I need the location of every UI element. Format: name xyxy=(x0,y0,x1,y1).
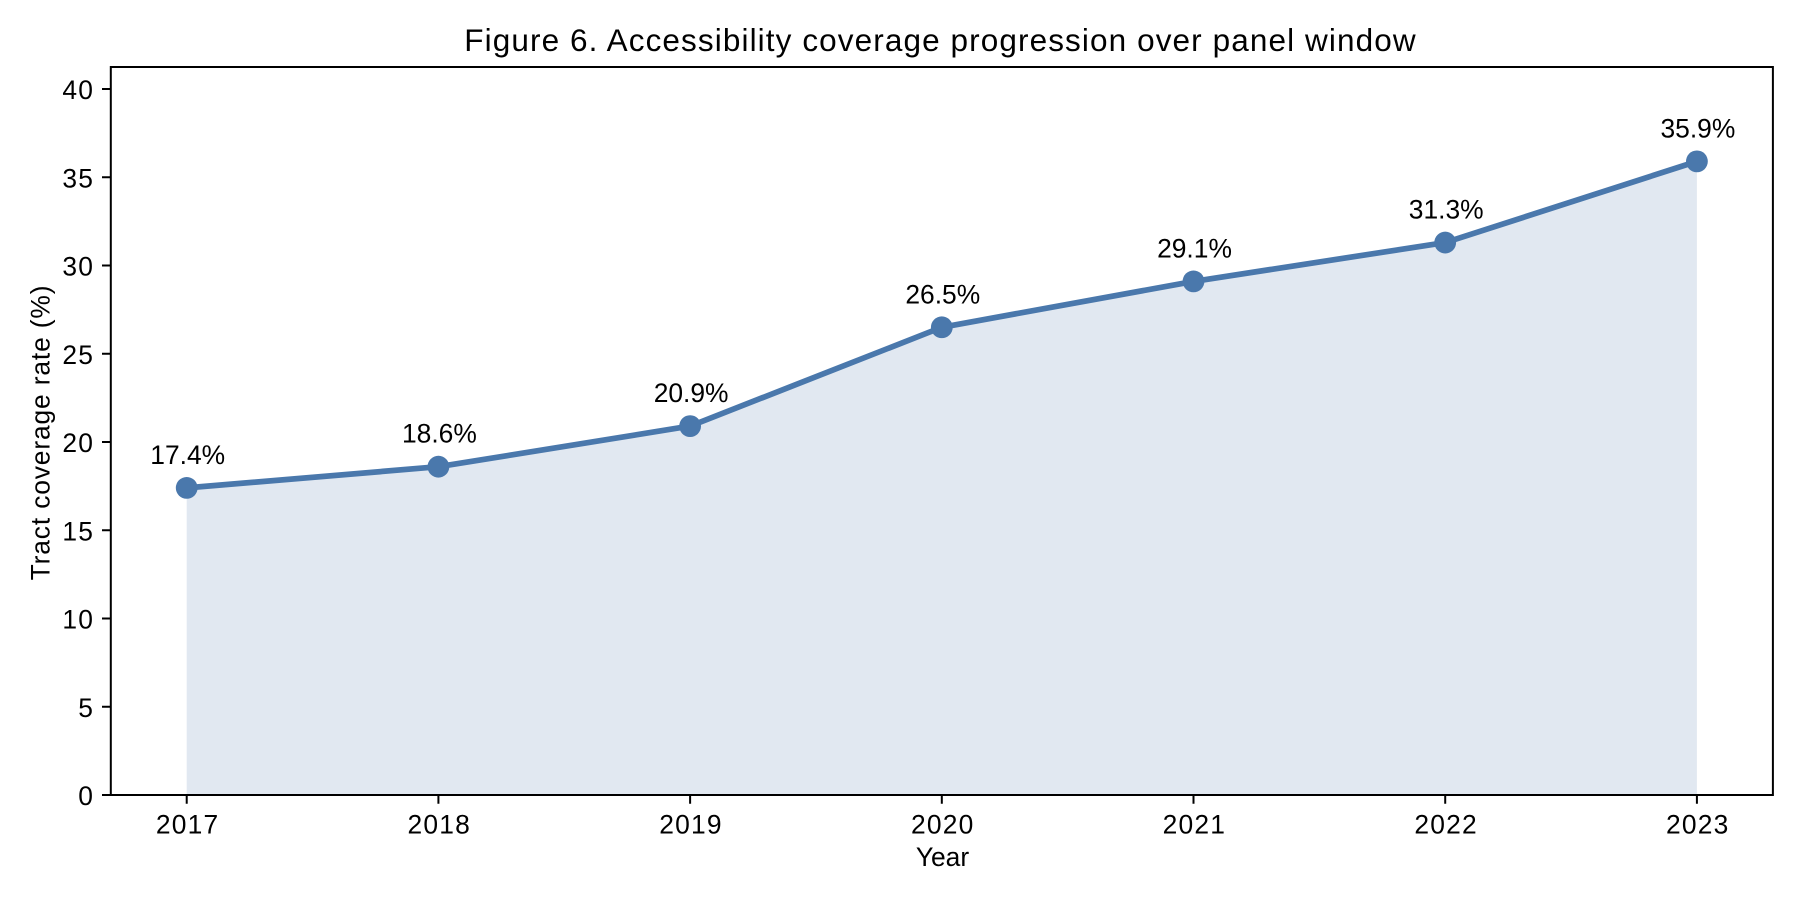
svg-text:2018: 2018 xyxy=(408,809,472,839)
svg-text:26.5%: 26.5% xyxy=(905,279,980,309)
svg-text:30: 30 xyxy=(62,252,94,282)
svg-text:5: 5 xyxy=(78,693,94,723)
svg-text:2017: 2017 xyxy=(156,809,220,839)
svg-text:2019: 2019 xyxy=(659,809,723,839)
svg-text:2020: 2020 xyxy=(911,809,975,839)
svg-text:20: 20 xyxy=(62,428,94,458)
svg-text:15: 15 xyxy=(62,516,94,546)
svg-text:18.6%: 18.6% xyxy=(402,419,477,449)
svg-text:Tract coverage rate (%): Tract coverage rate (%) xyxy=(26,285,56,581)
svg-text:2022: 2022 xyxy=(1414,809,1478,839)
svg-text:2023: 2023 xyxy=(1666,809,1730,839)
svg-text:0: 0 xyxy=(78,781,94,811)
svg-text:25: 25 xyxy=(62,340,94,370)
svg-text:Year: Year xyxy=(916,842,970,872)
svg-text:35: 35 xyxy=(62,163,94,193)
svg-text:31.3%: 31.3% xyxy=(1409,195,1484,225)
svg-text:20.9%: 20.9% xyxy=(654,378,729,408)
svg-text:17.4%: 17.4% xyxy=(150,440,225,470)
svg-text:29.1%: 29.1% xyxy=(1157,233,1232,263)
svg-text:10: 10 xyxy=(62,605,94,635)
svg-text:35.9%: 35.9% xyxy=(1660,113,1735,143)
svg-text:40: 40 xyxy=(62,75,94,105)
svg-text:Figure 6. Accessibility covera: Figure 6. Accessibility coverage progres… xyxy=(464,22,1416,58)
svg-text:2021: 2021 xyxy=(1163,809,1227,839)
